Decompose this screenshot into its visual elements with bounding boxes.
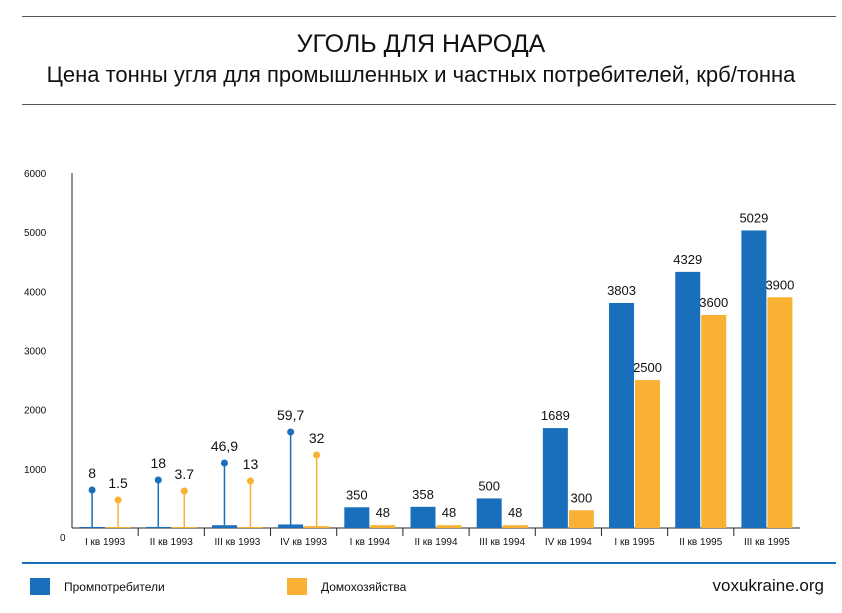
y-tick-label: 2000 [24, 406, 47, 417]
x-tick-label: IV кв 1994 [545, 537, 592, 548]
callout-dot [246, 477, 254, 485]
callout-dot [313, 451, 321, 459]
bar-households [237, 527, 263, 528]
x-tick-label: III кв 1995 [744, 537, 790, 548]
data-label: 500 [478, 478, 500, 493]
callout-dot [88, 486, 96, 494]
bar-households [171, 527, 197, 528]
chart-subtitle: Цена тонны угля для промышленных и частн… [46, 62, 796, 87]
bar-chart: 0 1000 2000 3000 4000 5000 6000 I кв 1993 II кв … [24, 169, 800, 548]
data-label: 59,7 [277, 407, 304, 423]
x-tick-label: II кв 1993 [150, 537, 193, 548]
data-label: 2500 [633, 360, 662, 375]
callout-dot [154, 476, 162, 484]
data-label: 1.5 [108, 475, 128, 491]
bar-households [436, 525, 462, 528]
bar-households [502, 525, 528, 528]
header-rule [22, 104, 836, 105]
x-tick-label: III кв 1994 [479, 537, 525, 548]
bar-industrial [145, 526, 171, 528]
y-tick-label: 5000 [24, 228, 47, 239]
bar-households [304, 526, 330, 528]
data-label: 8 [88, 465, 96, 481]
y-tick-label: 3000 [24, 347, 47, 358]
bar-industrial [542, 428, 568, 528]
y-tick-label: 0 [60, 533, 66, 544]
data-label: 13 [243, 456, 259, 472]
data-label: 5029 [739, 210, 768, 225]
y-tick-label: 4000 [24, 287, 47, 298]
bar-industrial [344, 507, 370, 528]
callout-dot [114, 496, 122, 504]
x-tick-label: I кв 1994 [350, 537, 391, 548]
y-tick-label: 1000 [24, 465, 47, 476]
footer-rule [22, 562, 836, 564]
bar-industrial [675, 271, 701, 528]
data-label: 48 [508, 505, 522, 520]
legend-swatch-industrial [30, 578, 50, 595]
data-label: 300 [571, 490, 593, 505]
bar-industrial [609, 302, 635, 528]
data-label: 4329 [673, 252, 702, 267]
x-tick-label: IV кв 1993 [280, 537, 327, 548]
data-label: 46,9 [211, 438, 238, 454]
data-label: 350 [346, 487, 368, 502]
callout-dot [180, 487, 188, 495]
bar-industrial [741, 230, 767, 528]
data-label: 48 [376, 505, 390, 520]
legend-item-industrial: Промпотребители [30, 578, 165, 595]
bar-households [568, 510, 594, 528]
bar-industrial [79, 527, 105, 528]
data-label: 18 [150, 455, 166, 471]
bar-households [635, 380, 661, 528]
bar-households [767, 297, 793, 528]
data-label: 48 [442, 505, 456, 520]
callout-dot [220, 459, 228, 467]
data-label: 3.7 [175, 466, 195, 482]
data-label: 3900 [765, 277, 794, 292]
x-tick-label: III кв 1993 [215, 537, 261, 548]
data-label: 32 [309, 430, 325, 446]
data-label: 1689 [541, 408, 570, 423]
bar-industrial [476, 498, 502, 528]
bar-households [105, 527, 131, 528]
data-label: 3600 [699, 295, 728, 310]
bar-households [370, 525, 396, 528]
x-tick-label: II кв 1995 [679, 537, 722, 548]
legend-label-households: Домохозяйства [321, 579, 407, 594]
x-tick-label: I кв 1993 [85, 537, 126, 548]
data-label: 3803 [607, 283, 636, 298]
x-tick-label: II кв 1994 [414, 537, 457, 548]
y-tick-label: 6000 [24, 169, 47, 180]
chart-data-labels: 8 1.5 18 3.7 46,9 13 59,7 32 350 48 358 48 500 48 1689… [88, 210, 794, 520]
legend-item-households: Домохозяйства [287, 578, 406, 595]
top-rule [22, 16, 836, 17]
bar-households [701, 315, 727, 528]
legend-swatch-households [287, 578, 307, 595]
legend-label-industrial: Промпотребители [64, 579, 165, 594]
data-label: 358 [412, 487, 434, 502]
callout-dot [287, 428, 295, 436]
x-tick-label: I кв 1995 [614, 537, 655, 548]
bar-industrial [211, 525, 237, 528]
chart-title: УГОЛЬ ДЛЯ НАРОДА [296, 30, 546, 58]
bar-industrial [410, 506, 436, 528]
chart-bars [79, 230, 793, 528]
bar-industrial [278, 524, 304, 528]
source-text: voxukraine.org [712, 576, 824, 595]
